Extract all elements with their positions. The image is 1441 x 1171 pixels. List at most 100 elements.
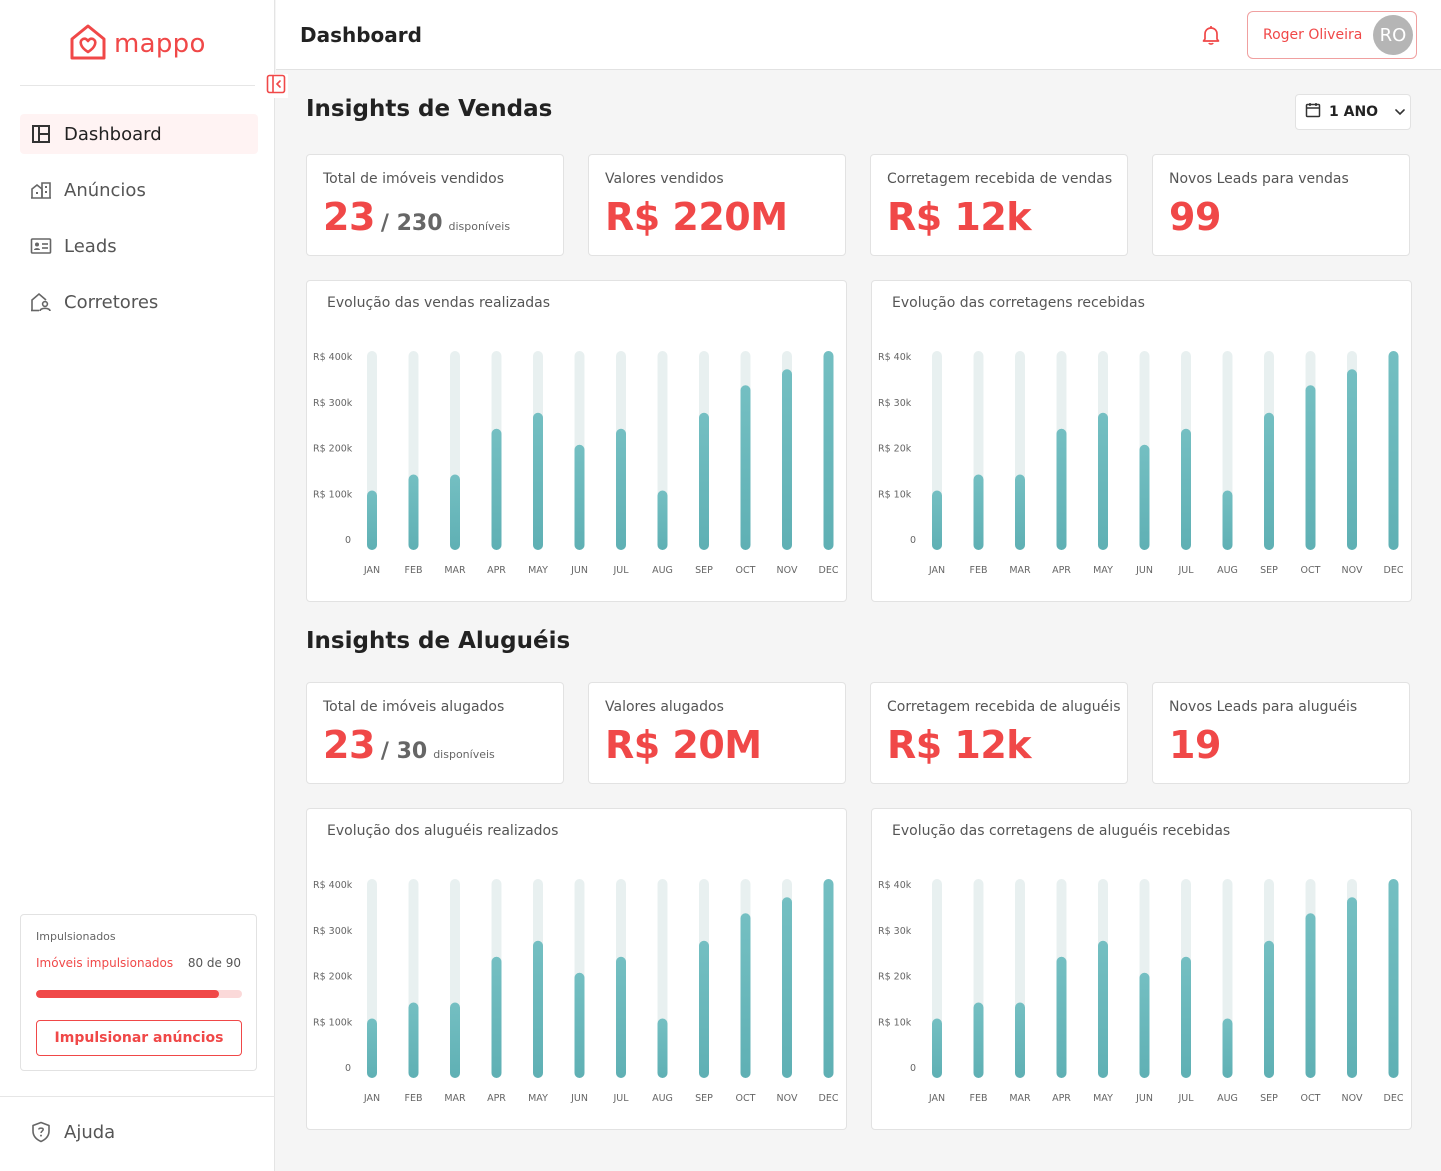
sidebar-item-leads[interactable]: Leads [20,226,258,266]
bar-sep[interactable] [699,940,709,1078]
dashboard-icon [30,123,52,145]
bar-jun[interactable] [1139,972,1150,1078]
period-select[interactable]: 1 ANO [1295,94,1411,130]
bar-nov[interactable] [1347,897,1357,1078]
brand-name: mappo [114,29,206,59]
bar-feb[interactable] [408,474,419,550]
stat-value: 23 / 30 disponíveis [323,723,495,767]
bar-may[interactable] [533,940,543,1078]
bar-may[interactable] [1098,412,1108,550]
x-tick-label: JUL [612,1093,629,1104]
y-tick-label: R$ 400k [313,880,353,891]
y-tick-label: R$ 20k [878,444,912,455]
x-tick-label: AUG [652,1093,673,1104]
id-card-icon [30,235,52,257]
bar-sep[interactable] [699,412,709,550]
bar-nov[interactable] [1347,369,1357,550]
bar-jan[interactable] [367,1018,377,1078]
bar-apr[interactable] [1056,956,1067,1078]
bar-aug[interactable] [657,490,668,550]
stat-value: 19 [1169,723,1221,767]
buildings-icon [30,179,52,201]
bar-dec[interactable] [1388,351,1399,550]
sidebar-item-label: Anúncios [64,179,146,201]
x-tick-label: NOV [777,1093,798,1104]
bar-feb[interactable] [408,1002,419,1078]
sidebar-item-dashboard[interactable]: Dashboard [20,114,258,154]
x-tick-label: AUG [652,565,673,576]
sidebar-collapse-button[interactable] [264,74,288,98]
bar-jun[interactable] [1139,444,1150,550]
y-tick-label: R$ 30k [878,926,912,937]
y-tick-label: 0 [910,535,916,546]
bar-jul[interactable] [1181,956,1191,1078]
boost-count: 80 de 90 [187,956,241,970]
x-tick-label: JAN [928,565,945,576]
bell-icon[interactable] [1200,24,1222,46]
stat-card-rented-values: Valores alugados R$ 20M [588,682,846,784]
bar-mar[interactable] [1015,474,1025,550]
bar-oct[interactable] [1305,913,1316,1078]
chart-title: Evolução das vendas realizadas [327,295,551,311]
bar-aug[interactable] [1222,490,1233,550]
bar-feb[interactable] [973,474,984,550]
bar-jan[interactable] [367,490,377,550]
user-menu[interactable]: Roger Oliveira RO [1247,11,1417,59]
sidebar-item-anuncios[interactable]: Anúncios [20,170,258,210]
bar-jul[interactable] [616,956,626,1078]
chart-card-sales-commission: Evolução das corretagens recebidas 0 R$ 1… [871,280,1412,602]
stat-label: Novos Leads para aluguéis [1169,699,1358,715]
stat-total: / 30 [380,739,428,764]
stat-value: R$ 12k [887,723,1032,767]
bar-dec[interactable] [1388,879,1399,1078]
bar-oct[interactable] [740,913,751,1078]
x-tick-label: MAR [1009,565,1031,576]
stat-number: 23 [323,723,375,767]
boost-title: Impulsionados [36,930,116,943]
bar-aug[interactable] [657,1018,668,1078]
stat-label: Corretagem recebida de aluguéis [887,699,1121,715]
bar-jan[interactable] [932,1018,942,1078]
bar-sep[interactable] [1264,412,1274,550]
bar-may[interactable] [1098,940,1108,1078]
bar-oct[interactable] [1305,385,1316,550]
bar-jan[interactable] [932,490,942,550]
bar-oct[interactable] [740,385,751,550]
stat-label: Total de imóveis vendidos [323,171,505,187]
y-tick-label: R$ 40k [878,352,912,363]
bar-apr[interactable] [491,428,502,550]
y-tick-label: R$ 10k [878,489,912,500]
sales-commission-bar-chart: 0 R$ 10k R$ 20k R$ 30k R$ 40k JAN FEB MAR APR MAY… [878,351,1404,576]
bar-may[interactable] [533,412,543,550]
chart-card-rentals: Evolução dos aluguéis realizados 0 R$ 100… [306,808,847,1130]
stat-value: R$ 12k [887,195,1032,239]
bar-apr[interactable] [1056,428,1067,550]
boost-ads-button[interactable]: Impulsionar anúncios [36,1020,242,1056]
bar-feb[interactable] [973,1002,984,1078]
bar-mar[interactable] [450,474,460,550]
bar-dec[interactable] [823,879,834,1078]
bar-apr[interactable] [491,956,502,1078]
stat-value: 99 [1169,195,1221,239]
brand-logo[interactable]: mappo [68,22,206,66]
bar-mar[interactable] [450,1002,460,1078]
x-tick-label: SEP [1260,1093,1278,1104]
chart-title: Evolução dos aluguéis realizados [327,823,559,839]
stat-card-rentals-leads: Novos Leads para aluguéis 19 [1152,682,1410,784]
avatar: RO [1373,15,1413,55]
bar-sep[interactable] [1264,940,1274,1078]
bar-dec[interactable] [823,351,834,550]
bar-jun[interactable] [574,972,585,1078]
help-link[interactable]: Ajuda [30,1121,115,1143]
sidebar-item-corretores[interactable]: Corretores [20,282,258,322]
bar-jun[interactable] [574,444,585,550]
bar-jul[interactable] [1181,428,1191,550]
stat-value: 23 / 230 disponíveis [323,195,510,239]
bar-aug[interactable] [1222,1018,1233,1078]
y-tick-label: R$ 20k [878,972,912,983]
bar-mar[interactable] [1015,1002,1025,1078]
stat-value: R$ 220M [605,195,788,239]
bar-jul[interactable] [616,428,626,550]
bar-nov[interactable] [782,897,792,1078]
bar-nov[interactable] [782,369,792,550]
